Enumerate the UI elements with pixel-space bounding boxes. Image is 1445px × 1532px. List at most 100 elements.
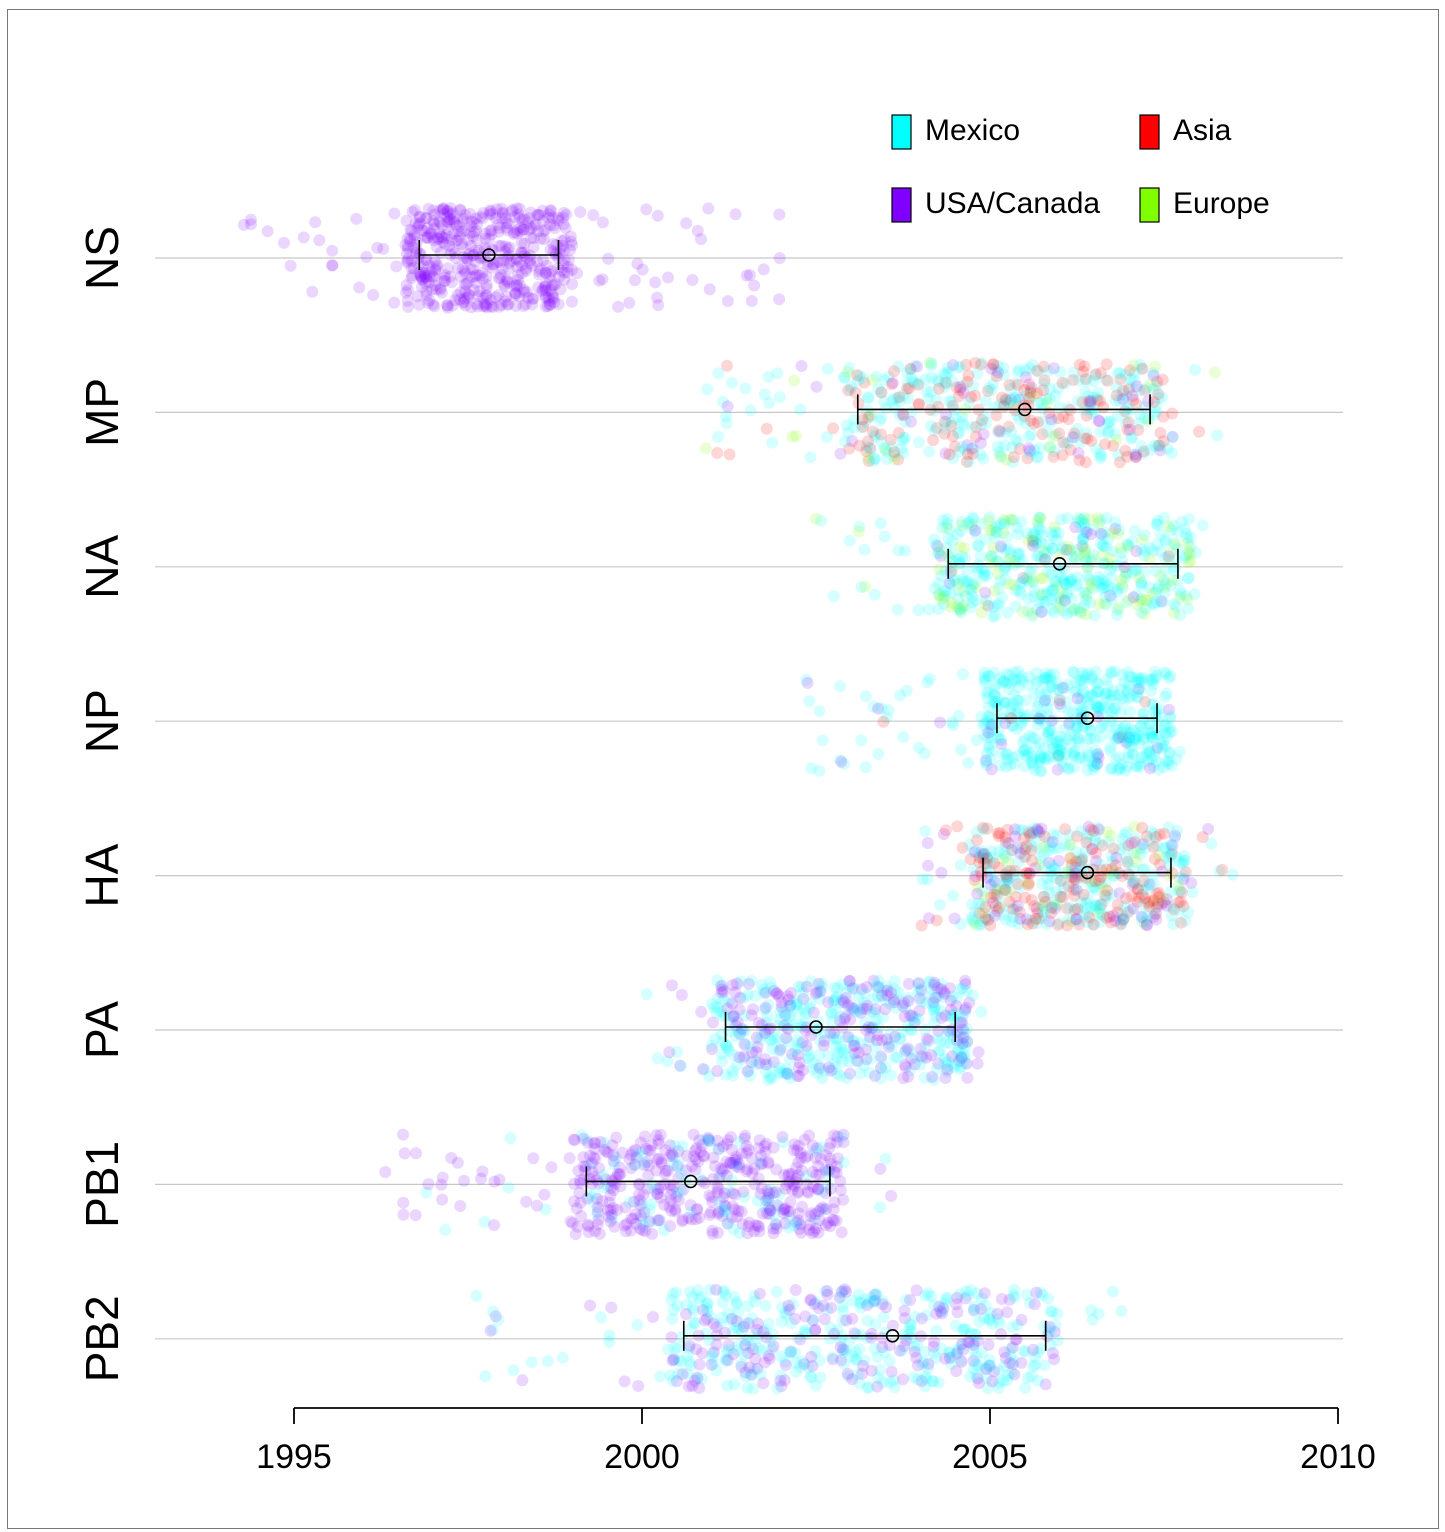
data-point: [842, 1030, 855, 1043]
data-point: [984, 1359, 997, 1372]
data-point: [950, 1015, 963, 1027]
data-point: [1141, 395, 1154, 408]
data-point: [717, 1191, 730, 1204]
data-point: [727, 1069, 739, 1082]
data-point: [469, 270, 482, 283]
data-point: [1147, 367, 1160, 380]
data-point: [945, 395, 958, 408]
data-point: [1087, 759, 1100, 772]
data-point: [691, 1284, 704, 1297]
data-point: [792, 1207, 805, 1220]
data-point: [448, 216, 461, 228]
data-point: [921, 837, 934, 849]
data-point: [897, 431, 909, 444]
data-point: [459, 285, 472, 298]
data-point: [885, 1190, 898, 1202]
data-point: [674, 1060, 687, 1073]
data-point: [536, 204, 549, 217]
data-point: [1193, 425, 1205, 438]
data-point: [776, 1130, 789, 1143]
data-point: [506, 203, 519, 216]
data-point: [1053, 427, 1066, 440]
data-point: [979, 394, 992, 407]
data-point: [999, 831, 1012, 844]
data-point: [852, 525, 865, 538]
data-point: [390, 260, 403, 273]
data-point: [1080, 554, 1093, 567]
data-point: [514, 221, 527, 234]
data-point: [441, 204, 454, 217]
data-point: [1171, 573, 1184, 586]
data-point: [672, 1367, 685, 1380]
data-point: [552, 212, 565, 224]
data-point: [420, 289, 433, 302]
data-point: [1101, 374, 1114, 387]
data-point: [1047, 583, 1060, 595]
data-point: [511, 224, 524, 236]
data-point: [1091, 394, 1104, 407]
data-point: [1149, 408, 1162, 421]
data-point: [1033, 511, 1046, 524]
data-point: [962, 456, 975, 469]
data-point: [1144, 762, 1157, 775]
data-point: [739, 1129, 752, 1142]
data-point: [1005, 425, 1018, 438]
data-point: [880, 1033, 893, 1046]
data-point: [1018, 384, 1031, 396]
data-point: [1202, 823, 1215, 835]
data-point: [1042, 364, 1055, 377]
x-tick-label: 2005: [952, 1438, 1028, 1476]
data-point: [1145, 597, 1158, 610]
data-point: [1035, 552, 1048, 565]
data-point: [1123, 401, 1135, 414]
data-point: [995, 450, 1008, 463]
data-point: [326, 244, 339, 257]
data-point: [1120, 417, 1133, 430]
data-point: [537, 215, 550, 227]
data-point: [430, 260, 443, 273]
data-point: [1131, 760, 1144, 773]
data-point: [893, 409, 906, 422]
data-point: [930, 1324, 943, 1337]
data-point: [952, 390, 965, 403]
data-point: [525, 232, 538, 244]
data-point: [912, 604, 925, 617]
data-point: [1182, 572, 1195, 585]
data-point: [939, 824, 952, 837]
data-point: [961, 564, 974, 576]
data-point: [1033, 511, 1045, 524]
data-point: [1037, 360, 1050, 373]
data-point: [414, 270, 427, 283]
data-point: [1170, 600, 1183, 613]
data-point: [956, 379, 969, 392]
data-point: [792, 1156, 805, 1169]
data-point: [480, 301, 493, 314]
data-point: [905, 1319, 918, 1332]
data-point: [1079, 586, 1092, 599]
data-point: [420, 271, 433, 284]
data-point: [966, 989, 979, 1002]
data-point: [861, 1314, 874, 1327]
chart-frame: [7, 9, 1439, 1529]
data-point: [1142, 414, 1155, 427]
data-point: [583, 1190, 596, 1202]
data-point: [1158, 581, 1171, 594]
data-point: [975, 1005, 988, 1018]
data-point: [1106, 527, 1119, 540]
data-point: [1166, 574, 1179, 587]
data-point: [953, 540, 966, 553]
data-point: [465, 301, 478, 314]
data-point: [802, 1361, 815, 1374]
data-point: [1168, 538, 1181, 551]
data-point: [933, 544, 946, 557]
data-point: [545, 1161, 558, 1174]
data-point: [379, 1166, 392, 1178]
data-point: [810, 380, 823, 393]
data-point: [464, 263, 477, 276]
data-point: [753, 1057, 766, 1069]
data-point: [1118, 676, 1131, 689]
data-point: [974, 448, 987, 461]
data-point: [1151, 514, 1164, 527]
data-point: [982, 1338, 995, 1351]
data-point: [539, 223, 552, 236]
